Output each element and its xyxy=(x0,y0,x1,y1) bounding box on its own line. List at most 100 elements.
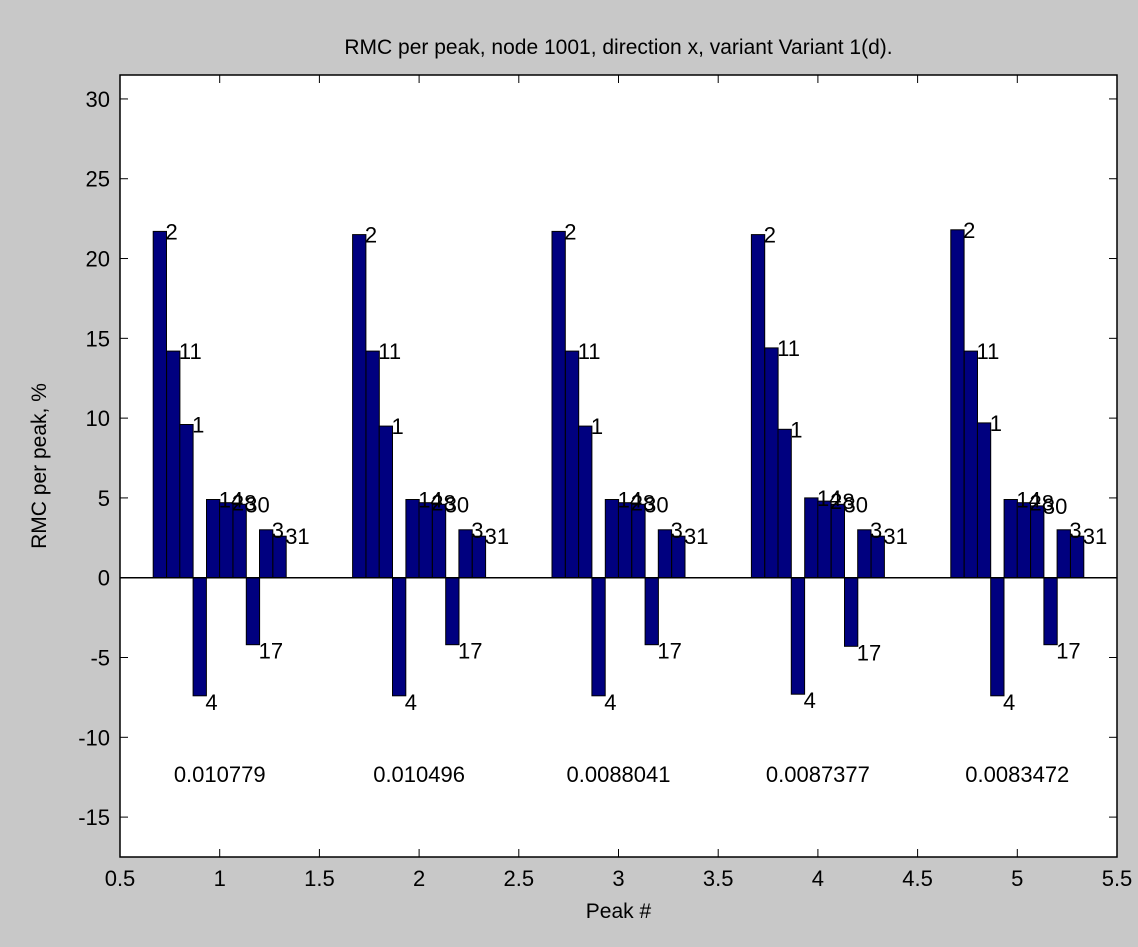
bar-peak3-14 xyxy=(604,499,620,579)
bar-peak3-3 xyxy=(657,529,673,579)
bar-label-peak1-30: 30 xyxy=(245,492,269,517)
bar-peak5-1 xyxy=(976,422,992,579)
bar-peak4-4 xyxy=(790,577,806,695)
bar-label-peak4-2: 2 xyxy=(764,223,776,248)
bar-peak4-17 xyxy=(844,577,859,647)
x-tick-label: 3.5 xyxy=(703,866,734,891)
peak-summary-2: 0.010496 xyxy=(373,762,465,787)
bar-label-peak1-4: 4 xyxy=(205,690,217,715)
x-axis-label: Peak # xyxy=(586,900,652,923)
bar-label-peak4-28: 28 xyxy=(830,489,854,514)
ticks-layer: 0.5 1 1.5 2 2.5 3 3.5 4 4.5 5 5.5 30 25 20 15 10 5 0 -5 -10… xyxy=(78,75,1132,891)
y-axis-label: RMC per peak, % xyxy=(28,383,51,549)
bar-peak4-14 xyxy=(804,497,819,579)
bar-label-peak5-30: 30 xyxy=(1043,494,1067,519)
bar-label-peak3-3: 3 xyxy=(671,518,683,543)
x-tick-label: 5 xyxy=(1011,866,1023,891)
bar-label-peak4-11: 11 xyxy=(777,336,800,361)
bar-peak3-11 xyxy=(564,350,580,579)
bar-label-peak5-11: 11 xyxy=(977,339,1000,364)
bar-peak5-2 xyxy=(950,229,965,579)
bar-label-peak1-1: 1 xyxy=(192,413,204,438)
bar-label-peak4-30: 30 xyxy=(844,492,868,517)
x-tick-label: 1 xyxy=(214,866,226,891)
bar-peak1-4 xyxy=(192,577,207,697)
bar-label-peak5-4: 4 xyxy=(1003,690,1015,715)
bar-label-peak4-14: 14 xyxy=(817,486,841,511)
bar-peak1-3 xyxy=(259,529,274,579)
bar-label-peak4-31: 31 xyxy=(883,524,907,549)
peak-summary-1: 0.010779 xyxy=(174,762,266,787)
bar-label-peak2-3: 3 xyxy=(471,518,483,543)
bar-label-peak2-31: 31 xyxy=(485,524,509,549)
x-tick-label: 2.5 xyxy=(504,866,535,891)
bar-peak1-17 xyxy=(245,577,261,646)
bar-peak2-1 xyxy=(378,425,394,579)
chart-title: RMC per peak, node 1001, direction x, va… xyxy=(344,36,892,59)
bar-label-peak3-4: 4 xyxy=(604,690,616,715)
bar-label-peak1-14: 14 xyxy=(219,488,243,513)
bar-label-peak3-14: 14 xyxy=(618,488,642,513)
bar-peak2-28 xyxy=(418,502,433,579)
bar-peak1-11 xyxy=(166,350,181,579)
bar-label-peak4-3: 3 xyxy=(870,518,882,543)
bar-peak2-4 xyxy=(392,577,407,697)
bar-peak1-2 xyxy=(152,230,167,579)
bar-label-peak3-2: 2 xyxy=(564,219,576,244)
y-tick-label: -15 xyxy=(78,805,110,830)
bar-peak1-14 xyxy=(206,499,221,579)
peak-summary-layer: 0.010779 0.010496 0.0088041 0.0087377 0.0083… xyxy=(174,762,1069,787)
x-tick-label: 1.5 xyxy=(304,866,335,891)
bar-peak2-11 xyxy=(365,350,380,579)
bar-label-peak5-1: 1 xyxy=(990,411,1002,436)
bar-peak4-3 xyxy=(857,529,872,579)
bar-label-peak1-2: 2 xyxy=(166,219,178,244)
bar-peak5-11 xyxy=(963,350,979,579)
bar-peak3-1 xyxy=(578,425,593,579)
bar-label-peak5-14: 14 xyxy=(1016,488,1040,513)
bar-label-peak5-2: 2 xyxy=(963,218,975,243)
y-tick-label: -5 xyxy=(90,646,110,671)
bar-label-peak2-28: 28 xyxy=(431,491,455,516)
bar-label-peak3-31: 31 xyxy=(684,524,708,549)
y-tick-label: -10 xyxy=(78,725,110,750)
bar-label-peak4-1: 1 xyxy=(790,417,802,442)
peak-summary-3: 0.0088041 xyxy=(567,762,671,787)
bar-label-peak5-3: 3 xyxy=(1069,518,1081,543)
bar-label-peak1-17: 17 xyxy=(259,639,283,664)
bar-peak4-30 xyxy=(830,503,846,579)
bar-label-peak4-17: 17 xyxy=(857,640,881,665)
bar-peak5-14 xyxy=(1003,499,1018,579)
bar-label-peak2-11: 11 xyxy=(378,339,401,364)
bar-peak4-2 xyxy=(750,234,766,579)
bar-label-peak1-3: 3 xyxy=(272,518,284,543)
bar-peak4-11 xyxy=(764,347,779,579)
bar-label-peak2-1: 1 xyxy=(392,414,404,439)
bar-peak1-1 xyxy=(179,424,194,579)
bar-peak5-30 xyxy=(1030,505,1045,579)
bar-peak4-28 xyxy=(817,500,832,579)
bar-peak5-3 xyxy=(1056,529,1071,579)
bar-label-peak3-1: 1 xyxy=(591,414,603,439)
bar-label-peak1-31: 31 xyxy=(285,524,309,549)
x-tick-label: 2 xyxy=(413,866,425,891)
bar-label-peak5-31: 31 xyxy=(1083,524,1107,549)
y-tick-label: 25 xyxy=(86,167,110,192)
bar-peak5-28 xyxy=(1016,502,1032,579)
bar-label-peak1-28: 28 xyxy=(232,491,256,516)
bar-label-peak2-30: 30 xyxy=(445,492,469,517)
x-tick-label: 5.5 xyxy=(1102,866,1133,891)
y-tick-label: 20 xyxy=(86,247,110,272)
x-tick-label: 3 xyxy=(612,866,624,891)
bar-peak1-28 xyxy=(219,502,234,579)
bar-label-peak3-30: 30 xyxy=(644,492,668,517)
bar-label-peak2-2: 2 xyxy=(365,223,377,248)
bar-label-peak3-17: 17 xyxy=(657,639,681,664)
bar-peak3-4 xyxy=(591,577,606,697)
y-tick-label: 0 xyxy=(98,566,110,591)
peak-summary-5: 0.0083472 xyxy=(965,762,1069,787)
bar-label-peak3-28: 28 xyxy=(631,491,655,516)
bar-peak5-17 xyxy=(1043,577,1058,646)
